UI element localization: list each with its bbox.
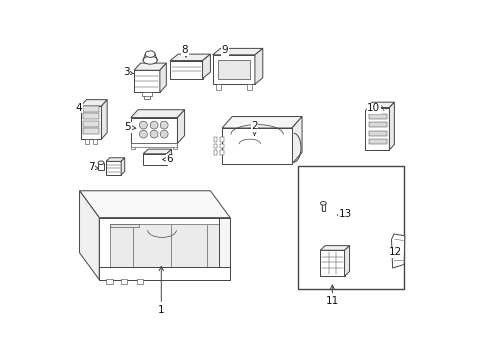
Text: 12: 12 (388, 247, 402, 257)
Polygon shape (81, 100, 107, 106)
Polygon shape (219, 218, 230, 280)
Bar (173, 143, 177, 149)
Bar (142, 93, 152, 96)
Polygon shape (388, 102, 394, 150)
Bar (220, 150, 224, 154)
Bar (83, 113, 99, 119)
Polygon shape (212, 55, 254, 84)
Bar (131, 143, 177, 147)
Ellipse shape (98, 161, 104, 165)
Polygon shape (177, 110, 184, 143)
Bar (93, 139, 97, 144)
Polygon shape (101, 100, 107, 139)
Polygon shape (254, 48, 262, 84)
Bar (137, 279, 143, 284)
Bar (84, 139, 89, 144)
Circle shape (139, 121, 147, 129)
Bar (131, 143, 135, 149)
Polygon shape (143, 154, 166, 165)
Polygon shape (106, 161, 121, 175)
Bar (110, 224, 230, 267)
Bar (106, 279, 113, 284)
Bar (213, 144, 217, 148)
Polygon shape (320, 250, 344, 276)
Bar (216, 84, 221, 90)
Polygon shape (170, 54, 210, 60)
Bar (246, 84, 251, 90)
Text: 7: 7 (87, 162, 99, 172)
Polygon shape (131, 118, 177, 143)
Polygon shape (80, 191, 230, 218)
Bar (83, 106, 99, 112)
Polygon shape (110, 224, 139, 226)
Polygon shape (202, 54, 210, 78)
Bar (213, 150, 217, 154)
Polygon shape (222, 117, 302, 128)
Circle shape (150, 121, 158, 129)
Text: 6: 6 (162, 154, 173, 164)
Bar (368, 139, 386, 144)
Polygon shape (291, 117, 302, 164)
Polygon shape (106, 158, 124, 161)
Bar (121, 279, 127, 284)
Circle shape (150, 130, 158, 138)
Polygon shape (143, 149, 171, 154)
Polygon shape (366, 102, 394, 108)
Polygon shape (80, 191, 99, 280)
Polygon shape (131, 110, 184, 118)
Bar (217, 60, 249, 79)
Polygon shape (222, 128, 291, 164)
Polygon shape (391, 234, 404, 268)
Bar (298, 166, 403, 289)
Text: 4: 4 (75, 103, 82, 113)
Polygon shape (364, 108, 388, 150)
Text: 3: 3 (122, 67, 133, 77)
Circle shape (139, 130, 147, 138)
Text: 13: 13 (337, 209, 351, 219)
Polygon shape (99, 218, 230, 280)
Polygon shape (134, 70, 160, 93)
Bar (83, 121, 99, 127)
Polygon shape (212, 48, 262, 55)
Polygon shape (166, 149, 171, 165)
Bar (368, 122, 386, 127)
Polygon shape (134, 63, 166, 70)
Bar (143, 92, 150, 99)
Ellipse shape (145, 51, 155, 57)
Text: 2: 2 (251, 121, 257, 135)
Bar (83, 129, 99, 134)
Polygon shape (170, 60, 202, 78)
Polygon shape (160, 63, 166, 93)
Bar (368, 114, 386, 119)
Circle shape (160, 121, 168, 129)
Bar (368, 131, 386, 136)
Text: 9: 9 (221, 45, 227, 56)
Text: 10: 10 (366, 103, 379, 113)
Bar (321, 203, 325, 211)
Text: 8: 8 (181, 45, 188, 57)
Text: 5: 5 (124, 122, 136, 132)
Bar (220, 144, 224, 148)
Bar (99, 267, 230, 280)
Polygon shape (344, 246, 349, 276)
Polygon shape (121, 158, 124, 175)
Bar (220, 137, 224, 141)
Text: 11: 11 (325, 285, 338, 306)
Text: 1: 1 (158, 266, 164, 315)
Ellipse shape (320, 202, 325, 205)
Bar (98, 163, 104, 170)
Polygon shape (81, 106, 101, 139)
Polygon shape (320, 246, 349, 250)
Ellipse shape (143, 56, 157, 64)
Bar (213, 137, 217, 141)
Circle shape (160, 130, 168, 138)
